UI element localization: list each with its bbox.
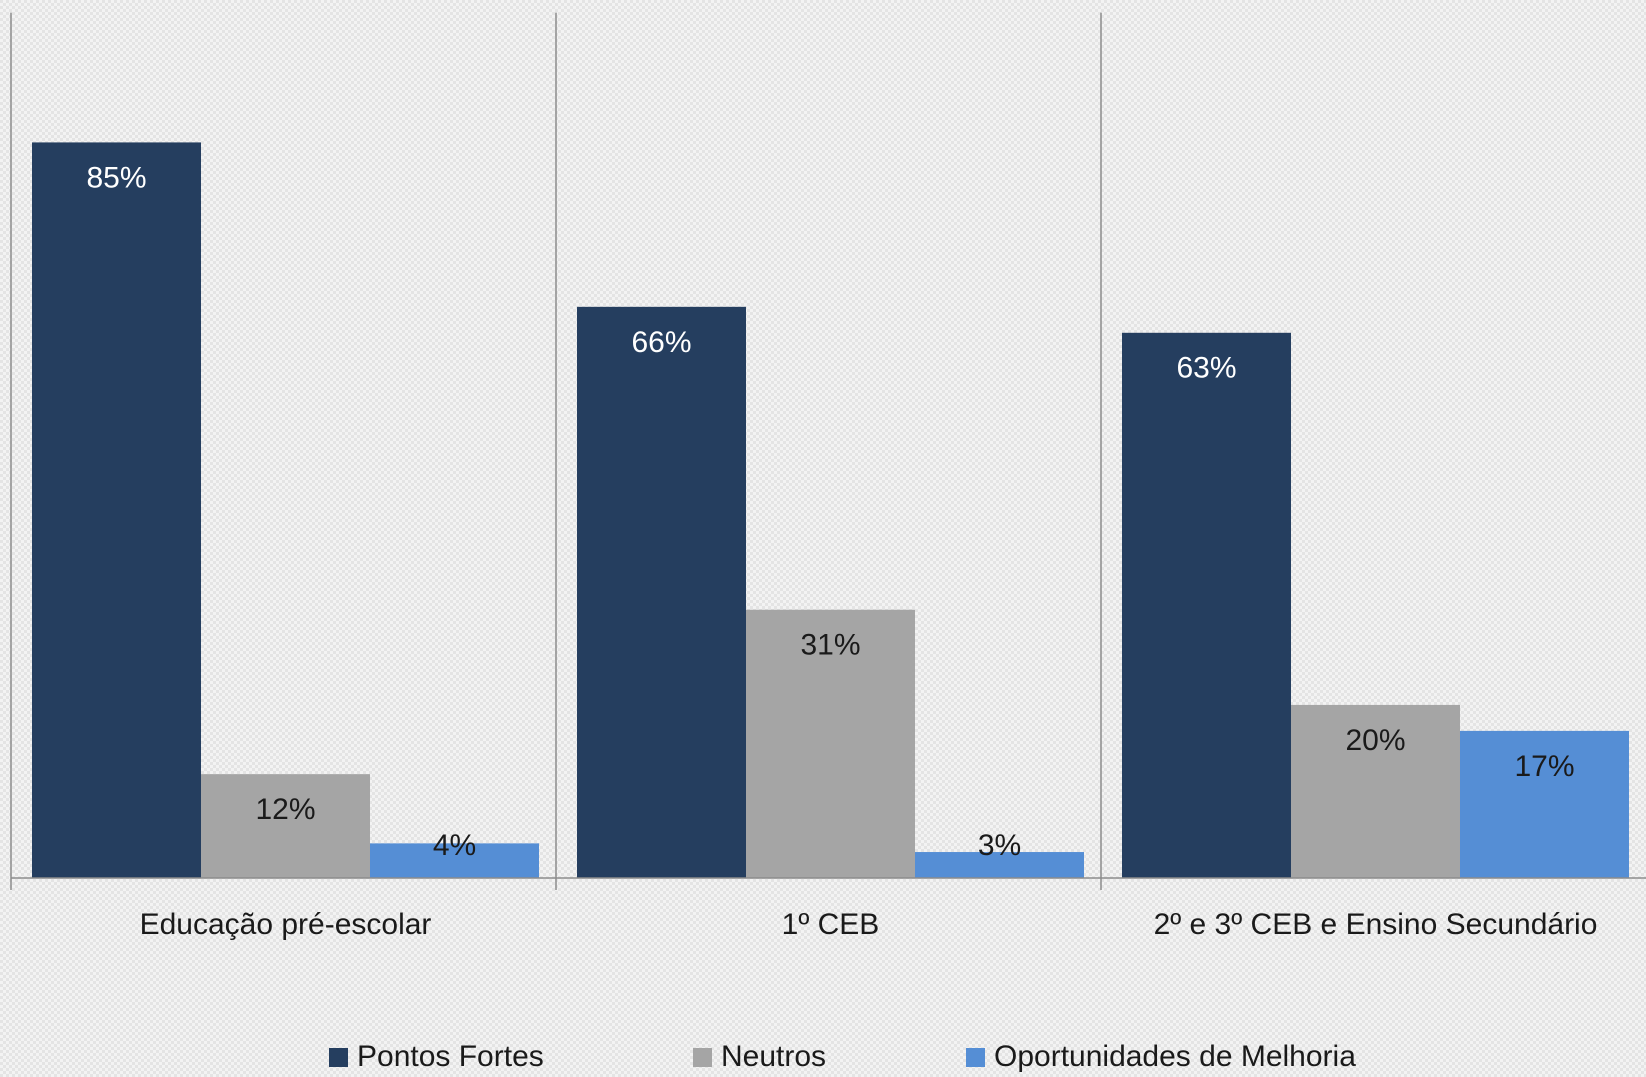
data-label: 3% xyxy=(978,829,1021,862)
legend-swatch xyxy=(693,1048,712,1067)
legend-swatch xyxy=(966,1048,985,1067)
x-tick-label: 2º e 3º CEB e Ensino Secundário xyxy=(1154,908,1598,941)
x-tick-label: Educação pré-escolar xyxy=(140,908,432,941)
legend-label: Oportunidades de Melhoria xyxy=(994,1040,1356,1073)
bar xyxy=(746,609,915,878)
data-label: 63% xyxy=(1176,352,1236,385)
legend-label: Neutros xyxy=(721,1040,826,1073)
bar xyxy=(1122,332,1291,879)
legend-swatch xyxy=(329,1048,348,1067)
data-label: 20% xyxy=(1345,724,1405,757)
data-label: 85% xyxy=(86,161,146,194)
bar xyxy=(32,142,201,878)
bar xyxy=(915,852,1084,878)
bar xyxy=(201,774,370,878)
bar xyxy=(1460,730,1629,878)
data-label: 31% xyxy=(800,629,860,662)
bar xyxy=(370,843,539,878)
bar xyxy=(577,306,746,878)
x-tick-label: 1º CEB xyxy=(782,908,880,941)
bar xyxy=(1291,704,1460,878)
data-label: 66% xyxy=(631,326,691,359)
data-label: 12% xyxy=(255,793,315,826)
data-label: 4% xyxy=(433,829,476,862)
data-label: 17% xyxy=(1514,750,1574,783)
legend-label: Pontos Fortes xyxy=(357,1040,544,1073)
